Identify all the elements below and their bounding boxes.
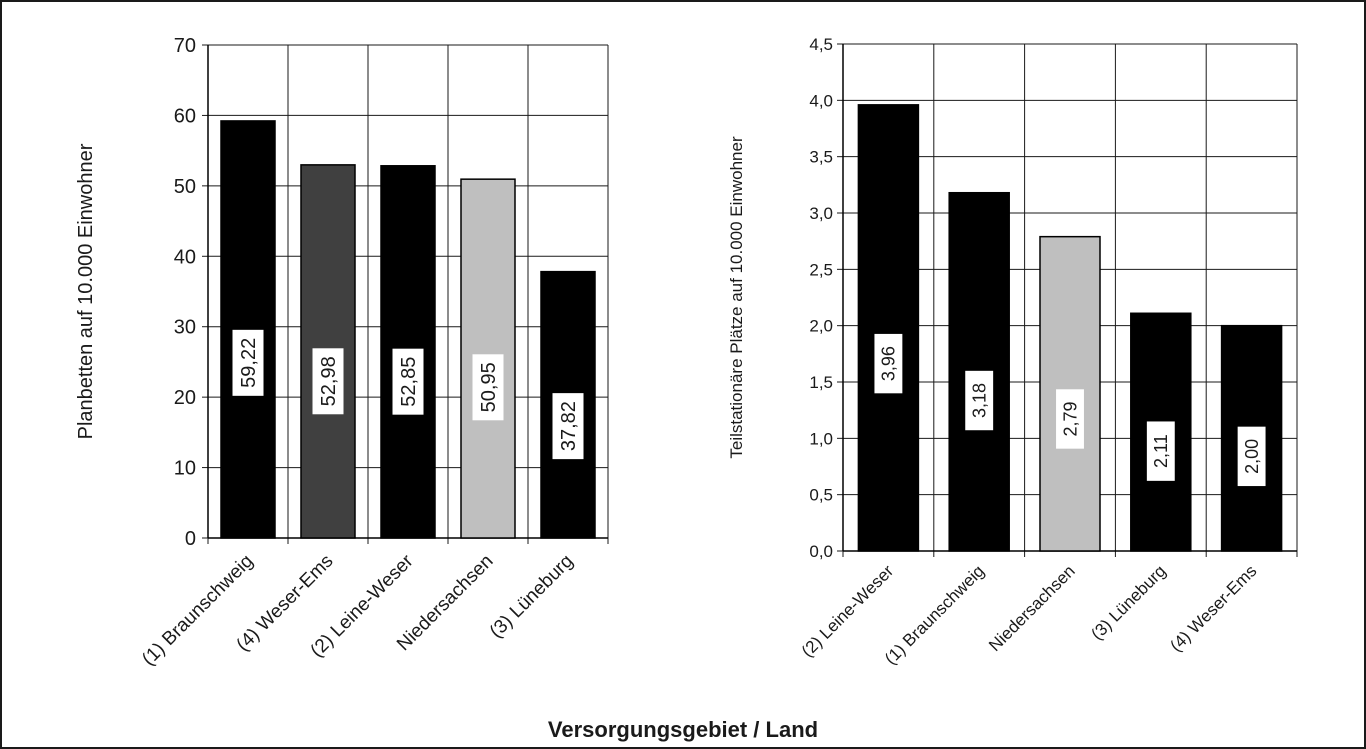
y-axis-title: Teilstationäre Plätze auf 10.000 Einwohn… [727, 136, 746, 459]
value-label-group: 2,00 [1237, 426, 1266, 487]
value-label: 50,95 [478, 362, 500, 412]
bar [857, 104, 920, 552]
category-label: (3) Lüneburg [486, 551, 578, 643]
value-label: 2,79 [1060, 401, 1080, 436]
y-tick-label: 3,0 [809, 204, 833, 223]
value-label: 3,96 [879, 346, 899, 381]
value-label-box [472, 354, 504, 421]
y-tick-label: 70 [174, 35, 196, 57]
value-label: 37,82 [558, 401, 580, 451]
value-label-group: 2,11 [1146, 421, 1175, 481]
y-tick-label: 50 [174, 176, 196, 198]
category-label: (1) Braunschweig [881, 561, 988, 668]
y-tick-label: 20 [174, 387, 196, 409]
value-label-group: 2,79 [1056, 389, 1084, 449]
y-tick-label: 60 [174, 105, 196, 127]
value-label: 52,85 [398, 357, 420, 407]
value-label-group: 52,98 [312, 348, 344, 415]
y-tick-label: 4,5 [809, 35, 833, 54]
value-label-box [392, 348, 424, 415]
y-tick-label: 2,0 [809, 317, 833, 336]
value-label: 2,00 [1242, 439, 1262, 474]
y-tick-label: 40 [174, 246, 196, 268]
category-label: (1) Braunschweig [138, 551, 257, 670]
x-axis-title: Versorgungsgebiet / Land [548, 717, 818, 742]
y-axis-title: Planbetten auf 10.000 Einwohner [75, 143, 97, 439]
value-label-box [552, 393, 584, 460]
category-label: (3) Lüneburg [1087, 561, 1169, 643]
value-label-box [312, 348, 344, 415]
y-tick-label: 3,5 [809, 148, 833, 167]
bar [1130, 312, 1192, 552]
value-label-box [1056, 389, 1084, 449]
y-tick-label: 4,0 [809, 91, 833, 110]
value-label-group: 3,96 [874, 333, 903, 394]
value-label: 3,18 [970, 383, 990, 418]
value-label-box [965, 370, 994, 431]
y-tick-label: 0,5 [809, 486, 833, 505]
y-tick-label: 30 [174, 317, 196, 339]
y-tick-label: 2,5 [809, 260, 833, 279]
value-label-group: 3,18 [965, 370, 994, 431]
bar [220, 120, 276, 539]
value-label: 59,22 [238, 338, 260, 388]
y-tick-label: 0,0 [809, 542, 833, 561]
value-label-group: 52,85 [392, 348, 424, 415]
y-tick-label: 1,0 [809, 429, 833, 448]
value-label: 2,11 [1151, 434, 1171, 468]
value-label-box [874, 333, 903, 394]
chart-teilstationaer: 0,0 0,5 1,0 1,5 2,0 2,5 3,0 3,5 4,0 4,5 Teilstatio… [727, 35, 1298, 668]
value-label-group: 50,95 [472, 354, 504, 421]
y-tick-label: 10 [174, 458, 196, 480]
category-label: Niedersachsen [985, 561, 1079, 655]
category-label: (2) Leine-Weser [798, 561, 898, 661]
chart-planbetten: 0 10 20 30 40 50 60 70 Planbetten auf 10.000 Ein… [75, 35, 609, 670]
y-tick-label: 0 [185, 528, 196, 550]
value-label-group: 37,82 [552, 393, 584, 460]
value-label: 52,98 [318, 356, 340, 406]
y-tick-label: 1,5 [809, 373, 833, 392]
value-label-box [232, 329, 264, 396]
category-label: (4) Weser-Ems [1166, 561, 1260, 655]
value-label-box [1146, 421, 1175, 481]
value-label-box [1237, 426, 1266, 487]
value-label-group: 59,22 [232, 329, 264, 396]
